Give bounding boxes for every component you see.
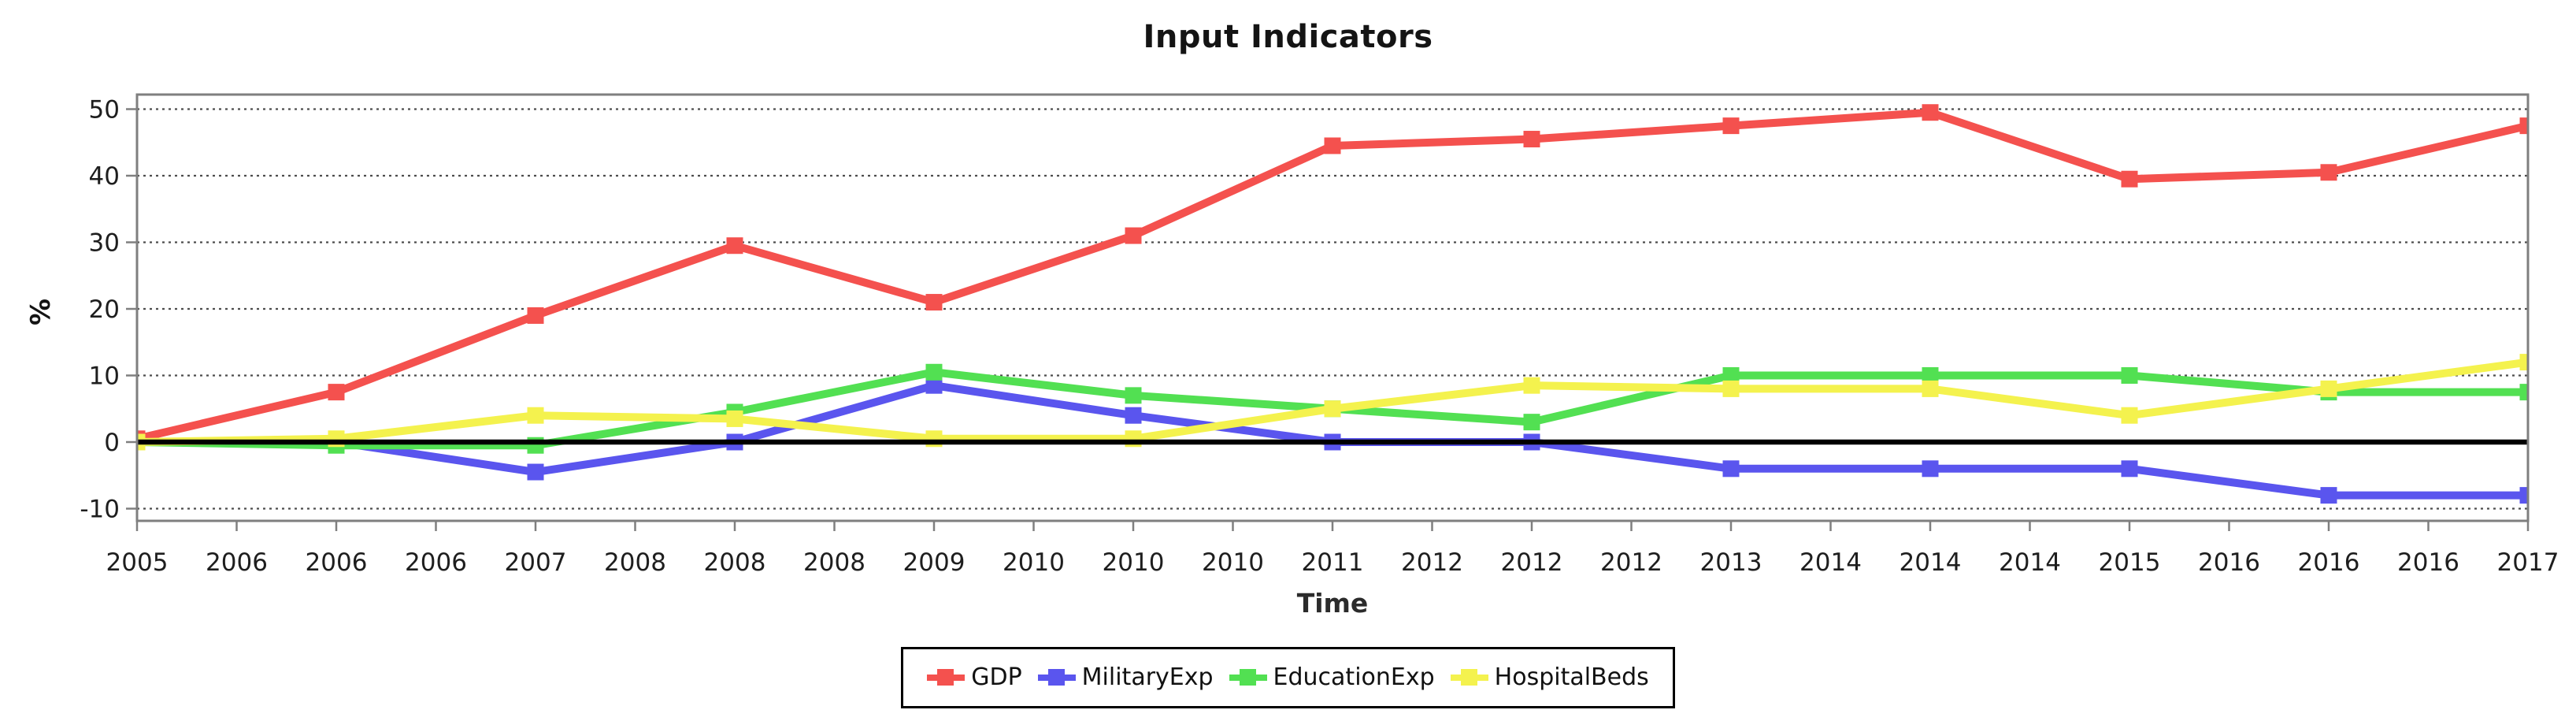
data-point <box>1922 367 1939 384</box>
legend-line-marker-icon <box>1229 667 1267 688</box>
x-tick-label: 2008 <box>803 548 865 577</box>
data-point <box>1523 377 1540 394</box>
data-point <box>2320 380 2337 397</box>
x-tick-label: 2011 <box>1302 548 1364 577</box>
data-point <box>1722 380 1740 397</box>
data-point <box>2121 407 2138 424</box>
data-point <box>2121 460 2138 478</box>
x-tick-label: 2010 <box>1003 548 1065 577</box>
data-point <box>2519 384 2528 401</box>
legend-line-marker-icon <box>1037 667 1076 688</box>
data-point <box>1922 460 1939 478</box>
y-tick-label: 20 <box>89 295 120 324</box>
legend: GDP MilitaryExp EducationExp HospitalBeds <box>0 647 2576 708</box>
data-point <box>1125 407 1142 424</box>
legend-box: GDP MilitaryExp EducationExp HospitalBeds <box>901 647 1675 708</box>
x-tick-label: 2017 <box>2497 548 2559 577</box>
y-tick-label: 0 <box>104 429 120 457</box>
x-tick-label: 2009 <box>903 548 966 577</box>
data-point <box>2519 487 2528 504</box>
data-point <box>1722 367 1740 384</box>
data-point <box>527 407 544 424</box>
x-tick-label: 2014 <box>1799 548 1862 577</box>
data-point <box>2320 164 2337 181</box>
data-point <box>726 237 743 255</box>
data-point <box>1523 131 1540 148</box>
data-point <box>527 463 544 481</box>
data-point <box>925 377 943 394</box>
x-tick-label: 2013 <box>1700 548 1762 577</box>
x-tick-label: 2016 <box>2298 548 2360 577</box>
data-point <box>1922 380 1939 397</box>
legend-line-marker-icon <box>1450 667 1488 688</box>
y-tick-label: 50 <box>89 96 120 125</box>
x-tick-label: 2010 <box>1103 548 1165 577</box>
x-tick-label: 2016 <box>2198 548 2260 577</box>
x-axis-title: Time <box>1296 588 1369 619</box>
data-point <box>2519 117 2528 135</box>
plot-border <box>135 93 2530 522</box>
y-tick-label: 30 <box>89 229 120 258</box>
x-tick-label: 2012 <box>1401 548 1463 577</box>
data-point <box>726 410 743 427</box>
data-point <box>2121 170 2138 188</box>
legend-line-marker-icon <box>927 667 966 688</box>
x-tick-label: 2010 <box>1202 548 1264 577</box>
x-tick-label: 2014 <box>1900 548 1962 577</box>
data-point <box>925 363 943 381</box>
x-tick-label: 2006 <box>405 548 467 577</box>
data-point <box>1125 387 1142 404</box>
data-point <box>1922 104 1939 121</box>
data-point <box>328 384 345 401</box>
legend-item-gdp: GDP <box>927 660 1022 695</box>
x-tick-label: 2006 <box>306 548 368 577</box>
data-point <box>1722 117 1740 135</box>
data-point <box>1523 414 1540 431</box>
legend-label: GDP <box>971 663 1022 691</box>
y-tick-label: 10 <box>89 362 120 391</box>
x-tick-label: 2016 <box>2397 548 2459 577</box>
legend-label: HospitalBeds <box>1494 663 1649 691</box>
legend-item-hospitalbeds: HospitalBeds <box>1450 660 1649 695</box>
y-tick-label: 40 <box>89 162 120 191</box>
x-tick-label: 2015 <box>2099 548 2161 577</box>
data-point <box>1324 400 1341 418</box>
x-tick-label: 2008 <box>704 548 766 577</box>
legend-label: MilitaryExp <box>1081 663 1214 691</box>
x-tick-label: 2008 <box>604 548 666 577</box>
data-point <box>2121 367 2138 384</box>
x-tick-label: 2005 <box>106 548 169 577</box>
series-line-gdp <box>137 108 2528 443</box>
data-point <box>2320 487 2337 504</box>
x-tick-label: 2012 <box>1600 548 1662 577</box>
x-tick-label: 2006 <box>206 548 268 577</box>
legend-label: EducationExp <box>1273 663 1435 691</box>
x-tick-label: 2007 <box>505 548 567 577</box>
y-tick-label: -10 <box>80 496 120 524</box>
data-point <box>1722 460 1740 478</box>
legend-item-educationexp: EducationExp <box>1229 660 1435 695</box>
data-point <box>2519 354 2528 371</box>
data-point <box>1125 227 1142 244</box>
data-point <box>527 307 544 324</box>
legend-item-militaryexp: MilitaryExp <box>1037 660 1214 695</box>
x-tick-label: 2014 <box>1999 548 2061 577</box>
chart-title: Input Indicators <box>1143 19 1433 55</box>
data-point <box>1324 137 1341 154</box>
x-tick-label: 2012 <box>1501 548 1563 577</box>
series-markers-gdp <box>137 104 2528 448</box>
data-point <box>925 294 943 311</box>
